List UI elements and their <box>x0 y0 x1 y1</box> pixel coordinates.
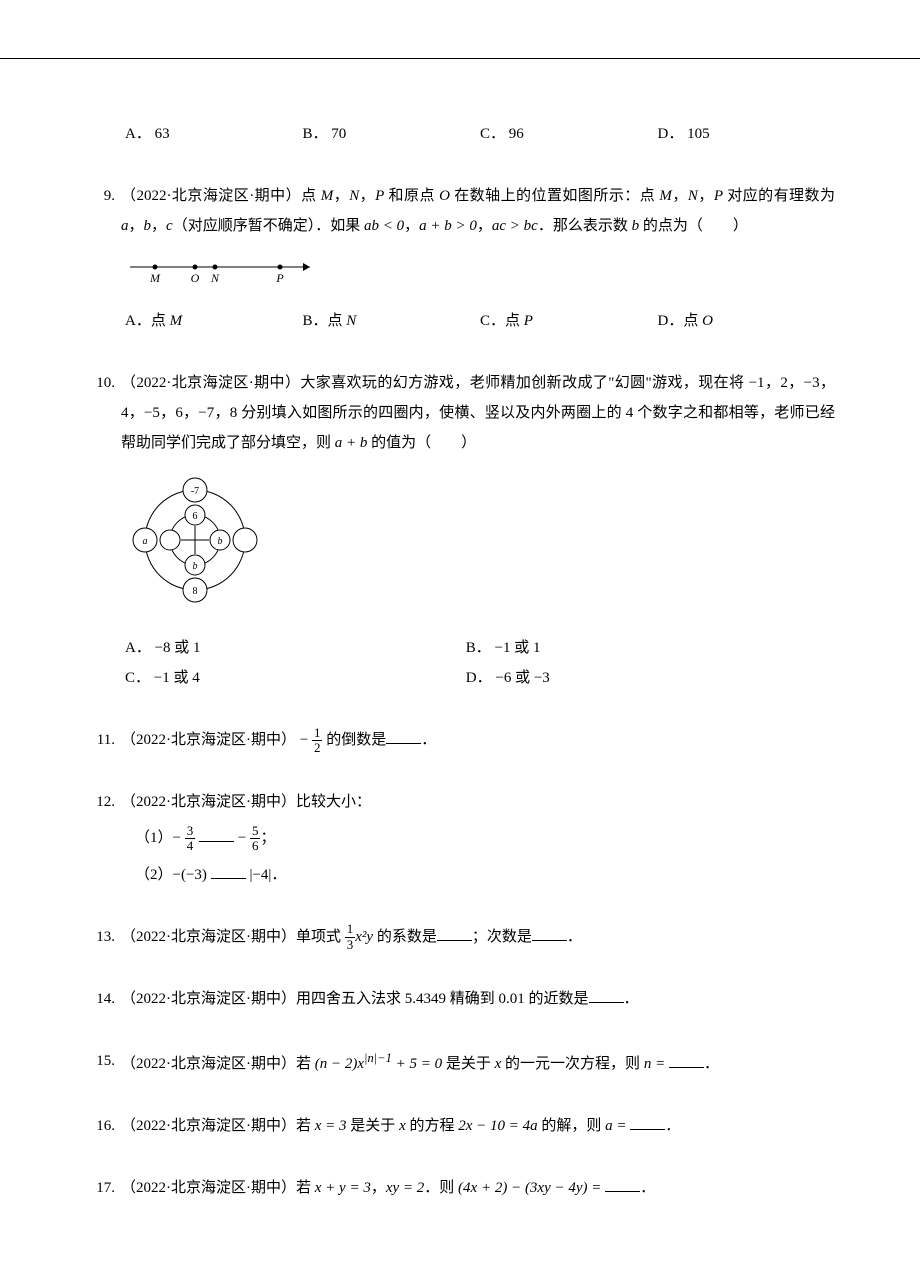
opt-d-value: 105 <box>687 126 710 142</box>
option-a: A． 63 <box>125 119 303 149</box>
q12-sub1: （1）− 34 − 56； <box>85 823 835 853</box>
q9-number: 9. <box>85 181 115 211</box>
question-13: 13. （2022·北京海淀区·期中）单项式 13x²y 的系数是；次数是． <box>85 922 835 952</box>
q10-option-c: C． −1 或 4 <box>125 663 466 693</box>
diag-inner-bot: b <box>193 561 198 572</box>
q10-option-a: A． −8 或 1 <box>125 633 466 663</box>
question-8-options: A． 63 B． 70 C． 96 D． 105 <box>85 119 835 149</box>
q10-option-b: B． −1 或 1 <box>466 633 807 663</box>
q16-text: （2022·北京海淀区·期中）若 x = 3 是关于 x 的方程 2x − 10… <box>121 1111 835 1141</box>
option-c: C． 96 <box>480 119 658 149</box>
opt-c-value: 96 <box>509 126 524 142</box>
q11-source: （2022·北京海淀区·期中） <box>121 732 296 748</box>
number-line-svg: M O N P <box>125 251 325 285</box>
q11-blank <box>386 729 421 744</box>
question-9: 9. （2022·北京海淀区·期中）点 M，N，P 和原点 O 在数轴上的位置如… <box>85 181 835 336</box>
q9-option-a: A．点 M <box>125 306 303 336</box>
question-14: 14. （2022·北京海淀区·期中）用四舍五入法求 5.4349 精确到 0.… <box>85 984 835 1014</box>
q13-blank2 <box>532 926 567 941</box>
question-10: 10. （2022·北京海淀区·期中）大家喜欢玩的幻方游戏，老师精加创新改成了"… <box>85 368 835 693</box>
q17-number: 17. <box>85 1173 115 1203</box>
option-d: D． 105 <box>658 119 836 149</box>
diag-bot: 8 <box>193 586 198 597</box>
q12-number: 12. <box>85 787 115 817</box>
diag-inner-right: b <box>218 536 223 547</box>
q17-text: （2022·北京海淀区·期中）若 x + y = 3，xy = 2．则 (4x … <box>121 1173 835 1203</box>
opt-b-value: 70 <box>331 126 346 142</box>
q10-number: 10. <box>85 368 115 398</box>
q15-number: 15. <box>85 1046 115 1076</box>
opt-a-value: 63 <box>155 126 170 142</box>
q9-option-d: D．点 O <box>658 306 836 336</box>
q9-option-c: C．点 P <box>480 306 658 336</box>
q12-text: （2022·北京海淀区·期中）比较大小： <box>121 787 835 817</box>
q17-blank <box>605 1177 640 1192</box>
q11-number: 11. <box>85 725 115 755</box>
question-15: 15. （2022·北京海淀区·期中）若 (n − 2)x|n|−1 + 5 =… <box>85 1046 835 1079</box>
q14-text: （2022·北京海淀区·期中）用四舍五入法求 5.4349 精确到 0.01 的… <box>121 984 835 1014</box>
line-label-p: P <box>275 271 284 285</box>
q13-source: （2022·北京海淀区·期中） <box>121 929 296 945</box>
q9-text: （2022·北京海淀区·期中）点 M，N，P 和原点 O 在数轴上的位置如图所示… <box>121 181 835 241</box>
q15-blank <box>669 1053 704 1068</box>
q16-source: （2022·北京海淀区·期中） <box>121 1118 296 1134</box>
q10-option-d: D． −6 或 −3 <box>466 663 807 693</box>
opt-b-label: B． <box>303 126 328 142</box>
q13-text: （2022·北京海淀区·期中）单项式 13x²y 的系数是；次数是． <box>121 922 835 952</box>
q14-blank <box>589 988 624 1003</box>
opt-d-label: D． <box>658 126 684 142</box>
line-label-n: N <box>210 271 220 285</box>
q14-number: 14. <box>85 984 115 1014</box>
q12-sub2: （2）−(−3) |−4|． <box>85 860 835 890</box>
q10-text: （2022·北京海淀区·期中）大家喜欢玩的幻方游戏，老师精加创新改成了"幻圆"游… <box>121 368 835 458</box>
opt-c-label: C． <box>480 126 505 142</box>
q9-source: （2022·北京海淀区·期中） <box>121 188 301 204</box>
question-17: 17. （2022·北京海淀区·期中）若 x + y = 3，xy = 2．则 … <box>85 1173 835 1203</box>
circle-diagram-svg: -7 6 a b b 8 <box>125 470 265 610</box>
q15-text: （2022·北京海淀区·期中）若 (n − 2)x|n|−1 + 5 = 0 是… <box>121 1046 835 1079</box>
line-label-o: O <box>191 271 200 285</box>
q12-source: （2022·北京海淀区·期中） <box>121 794 296 810</box>
option-b: B． 70 <box>303 119 481 149</box>
q15-source: （2022·北京海淀区·期中） <box>121 1056 296 1072</box>
diag-inner-top: 6 <box>193 511 198 522</box>
diag-top: -7 <box>191 486 199 497</box>
q16-number: 16. <box>85 1111 115 1141</box>
page-content: A． 63 B． 70 C． 96 D． 105 9. （2022·北京海淀区·… <box>0 58 920 1275</box>
q9-option-b: B．点 N <box>303 306 481 336</box>
q16-blank <box>630 1115 665 1130</box>
opt-a-label: A． <box>125 126 151 142</box>
q10-source: （2022·北京海淀区·期中） <box>121 375 300 391</box>
q12-blank1 <box>199 827 234 842</box>
circle-diagram: -7 6 a b b 8 <box>125 470 835 621</box>
q13-number: 13. <box>85 922 115 952</box>
q14-source: （2022·北京海淀区·期中） <box>121 991 296 1007</box>
diag-left: a <box>143 536 148 547</box>
q13-blank1 <box>437 926 472 941</box>
q17-source: （2022·北京海淀区·期中） <box>121 1180 296 1196</box>
question-12: 12. （2022·北京海淀区·期中）比较大小： （1）− 34 − 56； （… <box>85 787 835 889</box>
q12-blank2 <box>211 864 246 879</box>
number-line-diagram: M O N P <box>125 251 835 296</box>
line-label-m: M <box>149 271 161 285</box>
question-11: 11. （2022·北京海淀区·期中） − 12 的倒数是． <box>85 725 835 755</box>
q11-text: （2022·北京海淀区·期中） − 12 的倒数是． <box>121 725 835 755</box>
question-16: 16. （2022·北京海淀区·期中）若 x = 3 是关于 x 的方程 2x … <box>85 1111 835 1141</box>
